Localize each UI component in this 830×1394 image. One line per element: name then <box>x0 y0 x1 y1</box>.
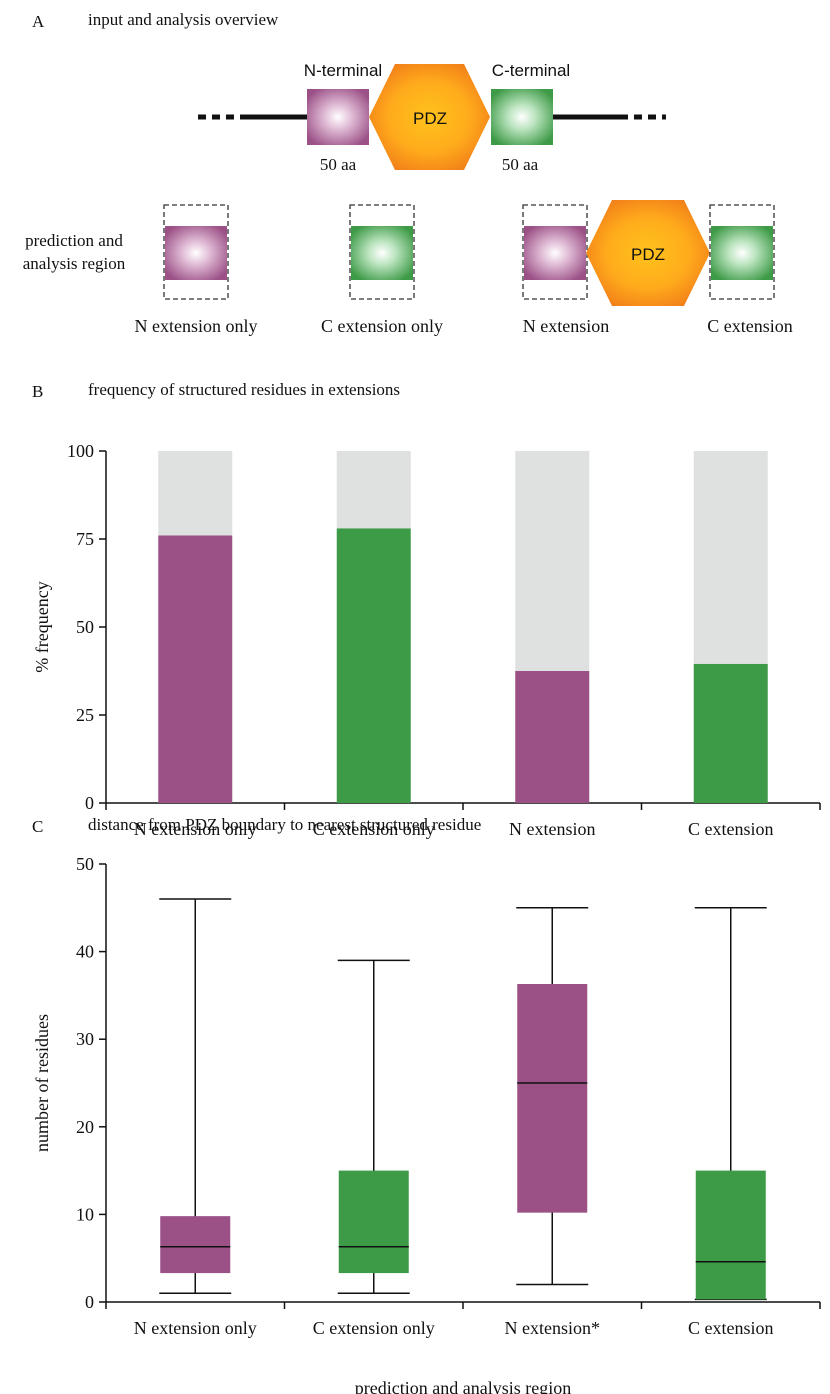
pdz-hexagon <box>369 64 490 170</box>
box-plot-y-tick-label: 20 <box>76 1117 94 1137</box>
region-label-line2: analysis region <box>23 254 126 273</box>
c-terminal-label: C-terminal <box>492 61 570 80</box>
group-label-c-only: C extension only <box>321 316 443 336</box>
bar-remainder <box>693 451 768 664</box>
n-ext-dashed-box <box>522 204 588 300</box>
bar-chart-y-tick-label: 100 <box>67 441 94 461</box>
bar <box>158 535 233 803</box>
bar-chart-y-tick-label: 75 <box>76 529 94 549</box>
bar-chart-x-tick-label: C extension <box>688 819 774 839</box>
c-ext-square <box>711 226 773 280</box>
pdz-hexagon-2 <box>586 200 710 306</box>
c-length-label: 50 aa <box>502 155 539 174</box>
bar-chart-y-tick-label: 0 <box>85 793 94 813</box>
group-label-n-ext: N extension <box>523 316 609 336</box>
bar-chart-y-tick-label: 25 <box>76 705 94 725</box>
box-plot-y-tick-label: 40 <box>76 942 94 962</box>
bar-chart-y-axis-label: % frequency <box>32 581 52 672</box>
bar-chart-x-tick-label: C extension only <box>313 819 435 839</box>
bar <box>336 528 411 803</box>
group-label-c-ext: C extension <box>707 316 793 336</box>
box-plot-x-tick-label: C extension only <box>313 1318 435 1338</box>
panel-c-letter: C <box>32 817 43 836</box>
bar-remainder <box>336 451 411 529</box>
box-plot-y-tick-label: 50 <box>76 854 94 874</box>
box <box>338 1170 409 1274</box>
bar <box>515 671 590 803</box>
n-only-dashed-box <box>163 204 229 300</box>
panel-b-letter: B <box>32 382 43 401</box>
box-plot-x-tick-label: N extension only <box>134 1318 257 1338</box>
group-label-n-only: N extension only <box>135 316 258 336</box>
panel-a-title: input and analysis overview <box>88 10 279 29</box>
n-terminal-label: N-terminal <box>304 61 382 80</box>
c-only-square <box>351 226 413 280</box>
n-only-square <box>165 226 227 280</box>
bar-chart: 0 25 50 75 100 N extension only C extension on… <box>32 441 821 839</box>
n-length-label: 50 aa <box>320 155 357 174</box>
panel-c: C distance from PDZ boundary to nearest … <box>32 815 821 1394</box>
panel-b: B frequency of structured residues in ex… <box>32 380 821 839</box>
bar-chart-x-tick-label: N extension only <box>134 819 257 839</box>
box-plot-y-tick-label: 10 <box>76 1204 94 1224</box>
pdz-label-2: PDZ <box>631 245 665 264</box>
box <box>517 984 588 1213</box>
box-plot: 0 10 20 30 40 50 N extension only C extension o… <box>32 854 821 1394</box>
n-ext-square <box>524 226 586 280</box>
c-extension-square <box>491 89 553 145</box>
box-plot-x-tick-label: C extension <box>688 1318 774 1338</box>
box <box>160 1216 231 1274</box>
panel-b-title: frequency of structured residues in exte… <box>88 380 400 399</box>
panel-a: A input and analysis overview N-terminal… <box>23 10 793 336</box>
box <box>695 1170 766 1300</box>
pdz-label: PDZ <box>413 109 447 128</box>
bar-remainder <box>158 451 233 536</box>
box-plot-y-tick-label: 30 <box>76 1029 94 1049</box>
box-plot-x-tick-label: N extension* <box>505 1318 600 1338</box>
bar-remainder <box>515 451 590 671</box>
box-plot-x-axis-label: prediction and analysis region <box>355 1378 571 1394</box>
bar <box>693 663 768 803</box>
box-plot-y-axis-label: number of residues <box>32 1014 52 1152</box>
panel-a-letter: A <box>32 12 45 31</box>
box-plot-y-tick-label: 0 <box>85 1292 94 1312</box>
bar-chart-y-tick-label: 50 <box>76 617 94 637</box>
panel-c-title: distance from PDZ boundary to nearest st… <box>88 815 481 834</box>
bar-chart-x-tick-label: N extension <box>509 819 595 839</box>
n-extension-square <box>307 89 369 145</box>
region-label-line1: prediction and <box>25 231 123 250</box>
c-ext-dashed-box <box>709 204 775 300</box>
c-only-dashed-box <box>349 204 415 300</box>
